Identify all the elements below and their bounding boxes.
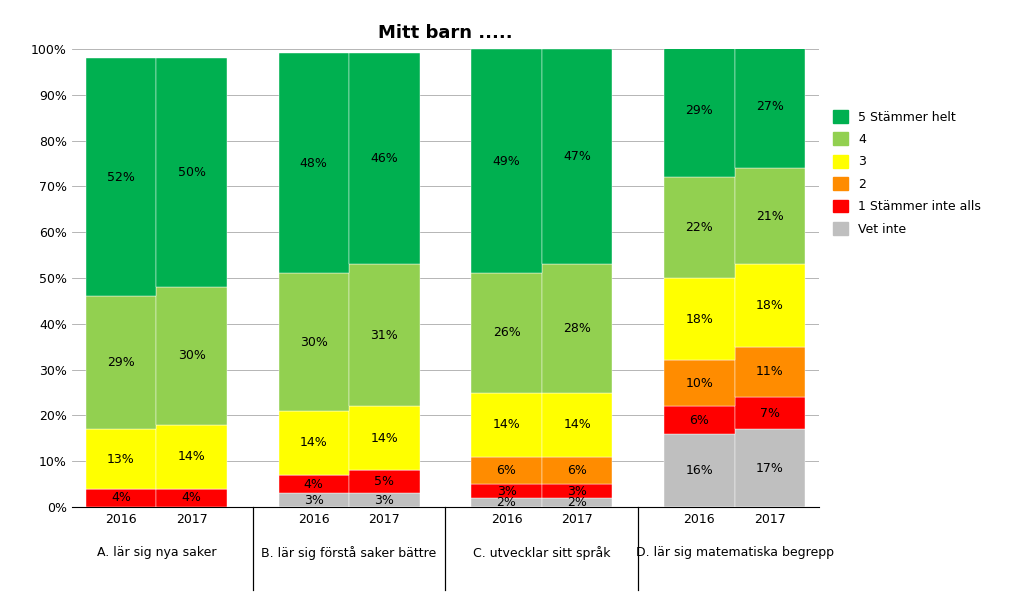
Text: 27%: 27% — [756, 100, 783, 112]
Bar — [542, 484, 612, 498]
Legend: 5 Stämmer helt, 4, 3, 2, 1 Stämmer inte alls, Vet inte: 5 Stämmer helt, 4, 3, 2, 1 Stämmer inte … — [833, 110, 981, 236]
Bar — [279, 411, 349, 475]
Text: 14%: 14% — [371, 432, 398, 445]
Bar — [542, 392, 612, 456]
Bar — [734, 397, 805, 429]
Text: 10%: 10% — [685, 377, 714, 390]
Text: 6%: 6% — [567, 464, 587, 477]
Text: 21%: 21% — [756, 210, 783, 222]
Text: 14%: 14% — [563, 418, 591, 431]
Bar — [279, 53, 349, 273]
Text: 14%: 14% — [178, 450, 206, 463]
Bar — [471, 498, 542, 507]
Bar — [664, 44, 734, 177]
Bar — [542, 49, 612, 264]
Text: 3%: 3% — [304, 494, 324, 507]
Bar — [86, 58, 157, 296]
Bar — [349, 470, 420, 494]
Bar — [349, 53, 420, 264]
Bar — [734, 45, 805, 168]
Text: 4%: 4% — [112, 491, 131, 505]
Bar — [279, 494, 349, 507]
Bar — [471, 484, 542, 498]
Bar — [349, 494, 420, 507]
Bar — [734, 429, 805, 507]
Bar — [157, 58, 227, 287]
Text: 4%: 4% — [304, 478, 324, 491]
Text: 30%: 30% — [300, 335, 328, 349]
Text: 46%: 46% — [371, 152, 398, 166]
Text: 30%: 30% — [177, 349, 206, 362]
Bar — [279, 273, 349, 411]
Text: 28%: 28% — [563, 322, 591, 335]
Bar — [734, 168, 805, 264]
Bar — [471, 273, 542, 392]
Text: 16%: 16% — [685, 464, 713, 477]
Bar — [542, 456, 612, 484]
Text: 2%: 2% — [567, 496, 587, 509]
Text: 2%: 2% — [497, 496, 516, 509]
Text: 22%: 22% — [685, 221, 713, 234]
Bar — [542, 498, 612, 507]
Bar — [349, 406, 420, 470]
Bar — [664, 278, 734, 360]
Bar — [157, 287, 227, 425]
Bar — [279, 475, 349, 494]
Bar — [734, 264, 805, 346]
Text: 11%: 11% — [756, 365, 783, 378]
Text: 29%: 29% — [685, 104, 713, 117]
Text: 48%: 48% — [300, 157, 328, 170]
Bar — [86, 429, 157, 489]
Text: 7%: 7% — [760, 407, 780, 420]
Text: 14%: 14% — [493, 418, 520, 431]
Bar — [471, 392, 542, 456]
Title: Mitt barn .....: Mitt barn ..... — [378, 24, 513, 42]
Bar — [664, 434, 734, 507]
Text: C. utvecklar sitt språk: C. utvecklar sitt språk — [473, 546, 610, 560]
Text: 31%: 31% — [371, 329, 398, 342]
Bar — [157, 425, 227, 489]
Bar — [471, 456, 542, 484]
Text: 47%: 47% — [563, 150, 591, 163]
Bar — [664, 177, 734, 278]
Text: 52%: 52% — [108, 170, 135, 184]
Text: 4%: 4% — [181, 491, 202, 505]
Text: 5%: 5% — [375, 475, 394, 488]
Text: 49%: 49% — [493, 155, 520, 167]
Text: 50%: 50% — [177, 166, 206, 179]
Bar — [86, 489, 157, 507]
Bar — [86, 296, 157, 429]
Bar — [542, 264, 612, 392]
Text: 3%: 3% — [375, 494, 394, 507]
Bar — [664, 406, 734, 434]
Text: 17%: 17% — [756, 462, 783, 475]
Bar — [471, 49, 542, 273]
Text: 6%: 6% — [497, 464, 516, 477]
Text: 13%: 13% — [108, 453, 135, 466]
Text: 14%: 14% — [300, 436, 328, 450]
Text: 18%: 18% — [756, 299, 783, 312]
Text: 6%: 6% — [689, 414, 710, 426]
Text: 26%: 26% — [493, 326, 520, 340]
Text: 29%: 29% — [108, 356, 135, 369]
Text: B. lär sig förstå saker bättre: B. lär sig förstå saker bättre — [261, 546, 436, 560]
Bar — [734, 346, 805, 397]
Bar — [157, 489, 227, 507]
Text: A. lär sig nya saker: A. lär sig nya saker — [96, 546, 216, 559]
Text: 3%: 3% — [497, 485, 516, 497]
Text: 18%: 18% — [685, 313, 714, 326]
Text: D. lär sig matematiska begrepp: D. lär sig matematiska begrepp — [636, 546, 834, 559]
Bar — [664, 360, 734, 406]
Text: 3%: 3% — [567, 485, 587, 497]
Bar — [349, 264, 420, 406]
